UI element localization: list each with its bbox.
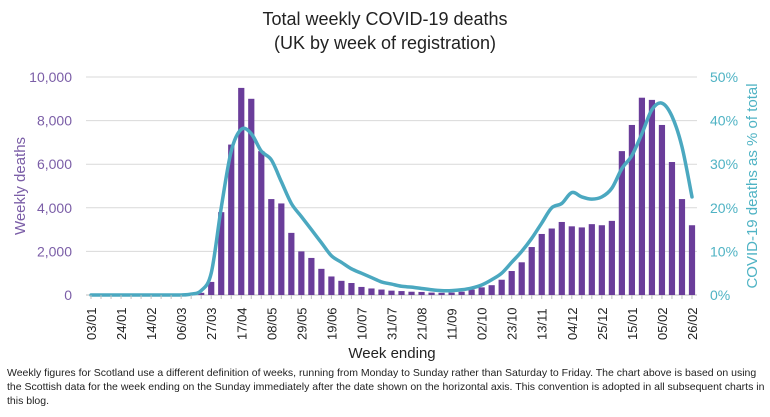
x-tick-label: 23/10: [505, 307, 520, 340]
bar: [458, 291, 465, 295]
y-tick-label: 10,000: [29, 69, 72, 85]
bar: [558, 221, 565, 295]
bar: [568, 226, 575, 295]
bar: [208, 281, 215, 295]
bar: [328, 276, 335, 295]
bar: [438, 292, 445, 295]
x-tick-label: 24/01: [114, 307, 129, 340]
y2-tick-label: 20%: [710, 200, 738, 216]
chart-subtitle: (UK by week of registration): [273, 33, 497, 53]
bar: [198, 292, 205, 295]
y2-tick-label: 10%: [710, 243, 738, 259]
bar: [228, 144, 235, 295]
bar: [418, 291, 425, 295]
x-tick-label: 15/01: [625, 307, 640, 340]
percent-line: [89, 101, 694, 297]
line-series: [89, 101, 694, 297]
y-tick-label: 4,000: [37, 200, 72, 216]
x-tick-label: 21/08: [415, 307, 430, 340]
bar: [448, 292, 455, 295]
y2-tick-label: 50%: [710, 69, 738, 85]
bar: [258, 151, 265, 295]
y2-axis-label: COVID-19 deaths as % of total: [744, 83, 761, 288]
x-axis: 03/01 24/01 14/02 06/03 27/03 17/04 08/05 29/05…: [84, 295, 700, 340]
x-axis-label: Week ending: [348, 345, 435, 362]
bar: [348, 283, 355, 295]
bar: [308, 257, 315, 295]
bar: [248, 98, 255, 295]
bar: [618, 151, 625, 295]
bar: [528, 247, 535, 295]
bar: [398, 291, 405, 295]
bar: [668, 162, 676, 295]
bar: [368, 288, 375, 295]
x-tick-label: 05/02: [655, 307, 670, 340]
footnote: Weekly figures for Scotland use a differ…: [7, 367, 765, 407]
chart-title: Total weekly COVID-19 deaths: [262, 9, 508, 29]
y-tick-label: 0: [64, 287, 72, 303]
bar: [468, 289, 475, 295]
y-axis-left: 0 2,000 4,000 6,000 8,000 10,000: [29, 69, 72, 303]
bar: [318, 268, 325, 295]
bar: [688, 225, 696, 295]
x-tick-label: 25/12: [595, 307, 610, 340]
bar: [408, 291, 415, 295]
y-axis-right: 0% 10% 20% 30% 40% 50%: [710, 69, 738, 303]
y-axis-label: Weekly deaths: [12, 137, 29, 235]
bar: [338, 280, 345, 295]
bar: [298, 251, 305, 295]
y2-tick-label: 0%: [710, 287, 730, 303]
bar: [678, 199, 686, 295]
bar: [238, 87, 245, 296]
x-tick-label: 10/07: [354, 307, 369, 340]
x-tick-label: 26/02: [685, 307, 700, 340]
bar: [518, 262, 525, 295]
bar: [358, 286, 365, 295]
x-tick-label: 03/01: [84, 307, 99, 340]
bar: [648, 99, 656, 295]
y-tick-label: 8,000: [37, 113, 72, 129]
bar: [288, 232, 295, 295]
bar: [658, 124, 666, 296]
x-tick-label: 11/09: [445, 308, 460, 340]
bar: [278, 203, 285, 295]
y2-tick-label: 30%: [710, 156, 738, 172]
bar: [538, 233, 545, 295]
bar: [628, 124, 635, 296]
gridlines: [86, 76, 697, 296]
bar: [268, 199, 275, 295]
bar: [608, 220, 615, 295]
bar: [638, 97, 646, 296]
x-tick-label: 06/03: [174, 307, 189, 340]
x-tick-label: 19/06: [324, 307, 339, 340]
x-tick-label: 17/04: [234, 307, 249, 340]
bar: [378, 289, 385, 295]
y-tick-label: 2,000: [37, 243, 72, 259]
x-tick-label: 31/07: [385, 307, 400, 340]
bar: [588, 224, 595, 295]
bar: [488, 285, 495, 295]
bar: [498, 279, 505, 295]
bar: [548, 228, 555, 295]
bar-series: [188, 87, 696, 296]
x-tick-label: 13/11: [535, 308, 550, 340]
y-tick-label: 6,000: [37, 156, 72, 172]
x-tick-label: 04/12: [565, 307, 580, 340]
x-tick-label: 29/05: [294, 307, 309, 340]
x-tick-label: 14/02: [144, 307, 159, 340]
bar: [428, 292, 435, 295]
bar: [478, 287, 485, 295]
bar: [218, 212, 225, 295]
bar: [388, 290, 395, 295]
bar: [598, 225, 605, 295]
bar: [578, 227, 585, 295]
x-tick-label: 02/10: [475, 307, 490, 340]
bar: [508, 271, 515, 295]
y2-tick-label: 40%: [710, 113, 738, 129]
x-tick-label: 08/05: [264, 307, 279, 340]
x-tick-label: 27/03: [204, 307, 219, 340]
